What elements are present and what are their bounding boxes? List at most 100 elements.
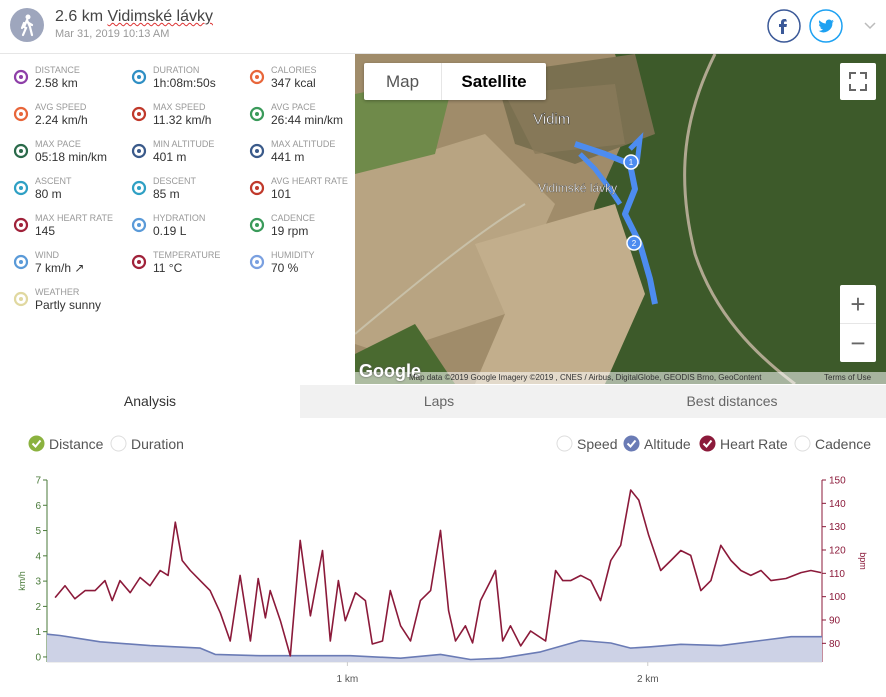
toggle-check xyxy=(623,435,640,452)
zoom-in[interactable]: + xyxy=(840,285,876,324)
stat-text: AVG SPEED 2.24 km/h xyxy=(35,102,88,127)
tab[interactable]: Laps xyxy=(300,385,578,418)
satellite-button[interactable]: Satellite xyxy=(461,72,527,91)
stat-icon xyxy=(249,106,265,122)
toggle-circle xyxy=(623,435,640,452)
toggle-check xyxy=(28,435,45,452)
y-tick-label: 2 xyxy=(35,602,41,613)
stat-icon-dot xyxy=(255,149,259,153)
stat-value: 101 xyxy=(271,187,292,201)
stat-icon xyxy=(131,180,147,196)
stat-label: DISTANCE xyxy=(35,65,80,75)
stat-text: MAX SPEED 11.32 km/h xyxy=(153,102,211,127)
stat-icon-dot xyxy=(19,75,23,79)
stat-text: DISTANCE 2.58 km xyxy=(35,65,80,90)
expand-chevron[interactable] xyxy=(862,18,878,34)
stat-icon xyxy=(13,291,29,307)
stat-label: MAX ALTITUDE xyxy=(271,139,336,149)
zoom-control: + − xyxy=(840,285,876,362)
y2-tick-label: 80 xyxy=(829,639,841,650)
stat-icon-shape xyxy=(131,143,147,159)
toggle-circle xyxy=(794,435,811,452)
stat-label: MAX PACE xyxy=(35,139,81,149)
stat-text: WIND 7 km/h ↗ xyxy=(35,250,84,275)
zoom-out[interactable]: − xyxy=(850,328,866,358)
map[interactable]: Vidim Vidimské lávky 1 2 Map Satellite + − … xyxy=(355,54,886,384)
stat-text: CADENCE 19 rpm xyxy=(271,213,315,238)
stat-icon xyxy=(131,217,147,233)
twitter-button[interactable] xyxy=(809,9,843,43)
stat-value: 2.58 km xyxy=(35,76,78,90)
stat-label: CALORIES xyxy=(271,65,317,75)
y2-tick-label: 120 xyxy=(829,546,846,557)
fullscreen-button[interactable] xyxy=(840,63,876,100)
activity-icon xyxy=(10,8,44,42)
stat-text: WEATHER Partly sunny xyxy=(35,287,101,312)
activity-title: 2.6 km Vidimské lávky xyxy=(55,8,213,26)
track-marker-label: 1 xyxy=(629,158,634,167)
stat-icon-dot xyxy=(19,112,23,116)
facebook-button[interactable] xyxy=(767,9,801,43)
toggle[interactable]: Altitude xyxy=(623,435,691,452)
stat-value: 347 kcal xyxy=(271,76,316,90)
toggle[interactable]: Speed xyxy=(556,435,617,452)
toggle-circle xyxy=(556,435,573,452)
toggle[interactable]: Duration xyxy=(110,435,184,452)
stat-icon-shape xyxy=(131,69,147,85)
stat-value: 80 m xyxy=(35,187,62,201)
stat-text: ASCENT 80 m xyxy=(35,176,72,201)
title-route: Vidimské lávky xyxy=(107,8,213,25)
place-label: Vidim xyxy=(533,111,570,128)
stat-icon xyxy=(131,106,147,122)
stat-icon-dot xyxy=(19,260,23,264)
stat-value: 441 m xyxy=(271,150,305,164)
stat-icon-shape xyxy=(13,180,29,196)
stat-icon-dot xyxy=(255,186,259,190)
stat-icon-dot xyxy=(19,297,23,301)
stat-text: AVG PACE 26:44 min/km xyxy=(271,102,343,127)
stat-icon-dot xyxy=(255,75,259,79)
stat: WEATHER Partly sunny xyxy=(12,287,128,319)
stat: DESCENT 85 m xyxy=(130,176,246,208)
toggle-circle xyxy=(699,435,716,452)
stat-text: MAX ALTITUDE 441 m xyxy=(271,139,335,164)
stat-value: 85 m xyxy=(153,187,180,201)
stat-value: 11 °C xyxy=(153,261,183,275)
toggle[interactable]: Heart Rate xyxy=(699,435,788,452)
stat-value: 05:18 min/km xyxy=(35,150,108,164)
stat-text: HYDRATION 0.19 L xyxy=(153,213,205,238)
chart: 0 1 2 3 4 5 6 7 80 90 100 110 120 130 140 150 1 km 2 km km… xyxy=(17,476,868,686)
stat-text: HUMIDITY 70 % xyxy=(271,250,315,275)
toggle-label: Heart Rate xyxy=(720,435,788,452)
toggle[interactable]: Cadence xyxy=(794,435,871,452)
toggle-check xyxy=(556,435,573,452)
track-marker xyxy=(623,154,639,170)
toggle-label: Distance xyxy=(49,435,104,452)
stat-icon-shape xyxy=(131,254,147,270)
stat-icon xyxy=(249,143,265,159)
stat-value: 401 m xyxy=(153,150,187,164)
toggle-check xyxy=(699,435,716,452)
tab[interactable]: Best distances xyxy=(578,385,886,418)
toggle[interactable]: Distance xyxy=(28,435,103,452)
toggle-tick xyxy=(31,439,42,448)
map-button[interactable]: Map xyxy=(364,63,442,100)
stat-icon xyxy=(249,180,265,196)
stat-value: 11.32 km/h xyxy=(153,113,212,127)
map-imagery: Vidim Vidimské lávky 1 2 xyxy=(355,54,886,384)
stat: MAX HEART RATE 145 xyxy=(12,213,128,245)
stat-icon-shape xyxy=(249,254,265,270)
stat-icon-dot xyxy=(137,75,141,79)
stat-value: 19 rpm xyxy=(271,224,309,238)
stat-value: 70 % xyxy=(271,261,299,275)
stat-icon xyxy=(13,143,29,159)
stat-text: DESCENT 85 m xyxy=(153,176,196,201)
y-tick-label: 3 xyxy=(35,577,41,588)
tab[interactable]: Analysis xyxy=(0,385,300,418)
toggle-label: Duration xyxy=(131,435,184,452)
terms-link[interactable]: Terms of Use xyxy=(824,373,872,382)
altitude-line xyxy=(46,633,822,661)
stat-icon xyxy=(131,69,147,85)
y-tick-label: 6 xyxy=(35,501,41,512)
stat-label: HUMIDITY xyxy=(271,250,315,260)
